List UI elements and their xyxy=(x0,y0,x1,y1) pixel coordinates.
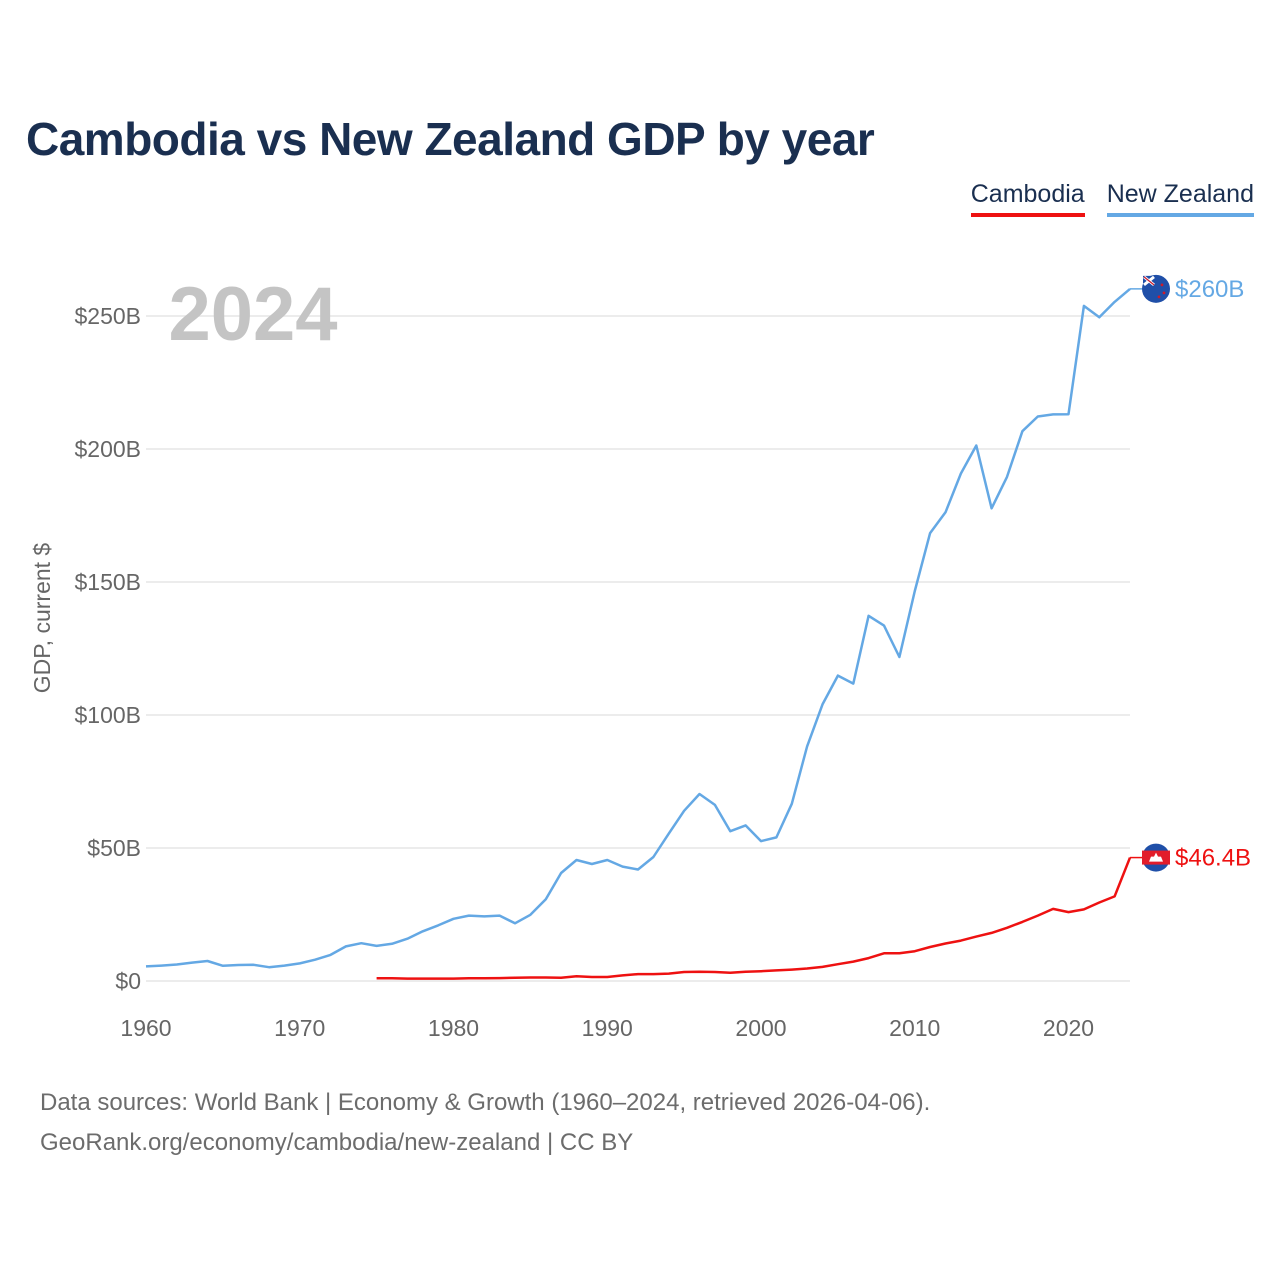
end-value-label-cambodia: $46.4B xyxy=(1175,845,1251,872)
y-tick-label: $50B xyxy=(87,835,141,861)
legend-item-cambodia[interactable]: Cambodia xyxy=(970,180,1085,217)
y-axis-title: GDP, current $ xyxy=(29,543,55,694)
x-tick-label: 2010 xyxy=(889,1015,940,1041)
x-tick-label: 2020 xyxy=(1043,1015,1094,1041)
footer-sources: Data sources: World Bank | Economy & Gro… xyxy=(40,1089,931,1116)
flag-cambodia-icon xyxy=(1142,843,1170,872)
footer: Data sources: World Bank | Economy & Gro… xyxy=(40,1083,930,1163)
y-tick-label: $200B xyxy=(74,436,141,462)
legend: Cambodia New Zealand xyxy=(970,180,1254,217)
flag-new-zealand-icon xyxy=(1142,274,1170,303)
y-tick-label: $0 xyxy=(115,968,141,994)
x-tick-label: 1970 xyxy=(274,1015,325,1041)
series-line-cambodia xyxy=(376,857,1132,980)
x-tick-label: 1980 xyxy=(428,1015,479,1041)
x-tick-label: 2000 xyxy=(735,1015,786,1041)
x-tick-label: 1990 xyxy=(582,1015,633,1041)
y-tick-label: $100B xyxy=(74,702,141,728)
chart-title: Cambodia vs New Zealand GDP by year xyxy=(26,113,875,165)
x-tick-label: 1960 xyxy=(120,1015,171,1041)
series-line-new-zealand xyxy=(145,287,1131,969)
y-tick-label: $150B xyxy=(74,569,141,595)
end-value-label-new-zealand: $260B xyxy=(1175,276,1244,303)
y-tick-label: $250B xyxy=(74,303,141,329)
year-label: 2024 xyxy=(168,272,337,357)
footer-link[interactable]: GeoRank.org/economy/cambodia/new-zealand… xyxy=(40,1129,634,1156)
legend-item-new-zealand[interactable]: New Zealand xyxy=(1106,180,1254,217)
